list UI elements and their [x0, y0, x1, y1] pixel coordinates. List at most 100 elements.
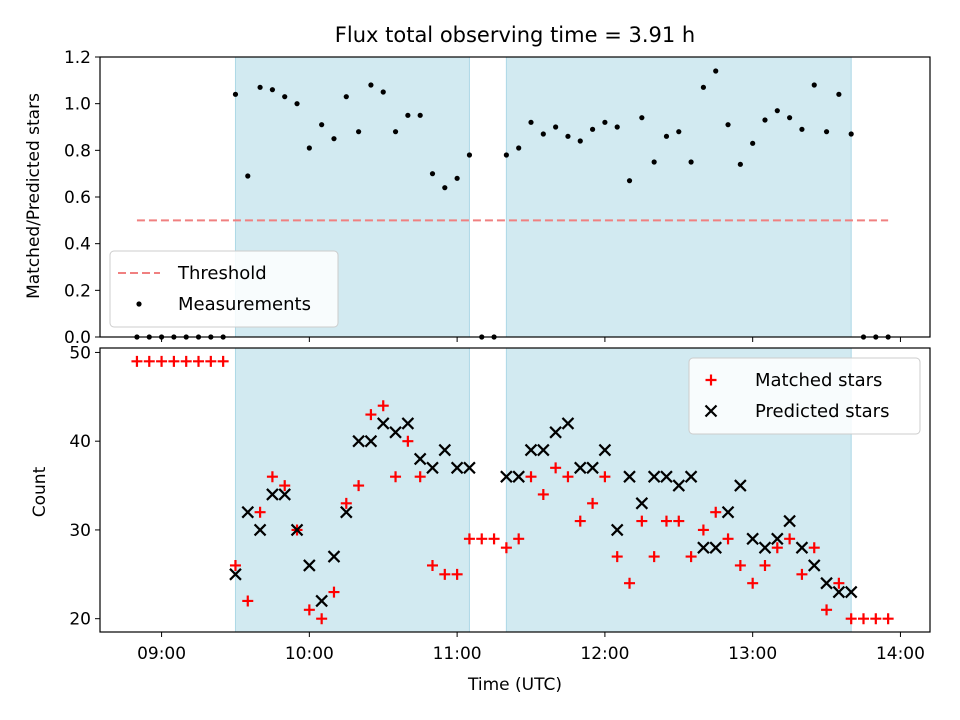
matched-star-point	[562, 471, 574, 483]
matched-star-point	[796, 568, 808, 580]
measurement-point	[823, 129, 830, 135]
measurement-point	[245, 173, 251, 179]
matched-star-point	[734, 559, 746, 571]
matched-star-point	[229, 559, 241, 571]
predicted-star-point	[783, 514, 796, 528]
predicted-star-point	[278, 488, 291, 501]
measurement-point	[750, 140, 756, 146]
x-tick-label: 09:00	[137, 644, 186, 664]
predicted-star-point	[709, 541, 723, 554]
matched-star-point	[303, 604, 315, 616]
matched-star-point	[463, 533, 475, 545]
measurement-point	[553, 124, 559, 130]
matched-star-point	[833, 577, 845, 589]
matched-star-point	[365, 409, 377, 421]
matched-star-point	[660, 515, 672, 527]
measurement-point	[787, 115, 793, 121]
predicted-star-point	[573, 461, 587, 475]
matched-star-point	[722, 533, 734, 545]
predicted-star-point	[635, 497, 649, 510]
top-plot: 0.0 0.2 0.4 0.6 0.8 1.0 1.2 Threshold Measuremen…	[64, 48, 931, 348]
measurement-point	[774, 108, 780, 114]
predicted-star-point	[721, 505, 735, 519]
bottom-plot: 20 30 40 50 09:00 10:00 11:00 12:00 13:00 14:00 Ma…	[69, 343, 931, 664]
matched-star-point	[156, 355, 168, 367]
matched-star-point	[858, 613, 870, 625]
measurement-point	[319, 122, 325, 128]
predicted-star-point	[413, 452, 427, 466]
matched-star-point	[821, 604, 833, 616]
predicted-star-point	[327, 550, 341, 563]
y-tick-label: 30	[69, 521, 91, 541]
matched-star-point	[488, 533, 500, 545]
matched-star-point	[747, 577, 759, 589]
y-tick-label: 1.2	[64, 48, 91, 68]
matched-star-point	[266, 471, 278, 483]
matched-star-point	[451, 568, 463, 580]
predicted-star-point	[684, 470, 698, 483]
measurement-point	[269, 87, 276, 93]
matched-star-point	[550, 462, 562, 474]
measurement-point	[737, 161, 743, 167]
measurement-point	[306, 145, 312, 151]
predicted-star-point	[832, 585, 846, 599]
predicted-star-point	[500, 470, 513, 483]
legend-box	[688, 357, 921, 435]
predicted-star-point	[229, 568, 242, 581]
predicted-star-point	[512, 470, 525, 483]
predicted-star-point	[660, 470, 673, 483]
measurement-point	[331, 136, 337, 142]
predicted-star-point	[746, 532, 759, 546]
matched-star-point	[710, 506, 722, 518]
predicted-star-point	[549, 426, 562, 439]
predicted-star-point	[807, 559, 821, 572]
y-tick-label: 50	[69, 343, 91, 363]
predicted-star-point	[537, 443, 550, 457]
bottom-x-axis-label: Time (UTC)	[467, 675, 562, 695]
legend-label: Threshold	[177, 263, 267, 284]
y-tick-label: 20	[69, 610, 91, 630]
matched-star-point	[180, 355, 192, 367]
measurement-point	[528, 119, 534, 125]
matched-star-point	[217, 355, 229, 367]
matched-star-point	[624, 577, 636, 589]
matched-star-point	[648, 551, 660, 563]
axes-frame	[99, 347, 931, 633]
predicted-star-point	[586, 461, 599, 475]
y-tick-label: 0.6	[64, 188, 91, 208]
x-tick-label: 12:00	[580, 644, 629, 664]
measurement-point	[380, 89, 386, 95]
legend-predicted-swatch	[704, 404, 718, 418]
matched-star-point	[402, 435, 414, 447]
matched-star-point	[771, 542, 783, 554]
measurement-point	[282, 94, 288, 100]
top-chart-title: Flux total observing time = 3.91 h	[335, 23, 695, 47]
predicted-star-point	[266, 488, 279, 501]
matched-star-point	[525, 471, 537, 483]
matched-star-point	[673, 515, 685, 527]
measurement-point	[577, 138, 583, 144]
predicted-star-point	[844, 585, 858, 599]
matched-star-point	[377, 400, 389, 412]
matched-star-point	[599, 471, 611, 483]
y-tick-label: 0.4	[64, 235, 91, 255]
matched-star-point	[439, 568, 451, 580]
measurement-point	[676, 129, 682, 135]
matched-star-point	[574, 515, 586, 527]
matched-star-point	[193, 355, 205, 367]
matched-star-point	[697, 524, 709, 536]
predicted-star-point	[315, 594, 328, 608]
observing-interval-band	[234, 347, 470, 633]
matched-star-point	[500, 542, 512, 554]
axes-frame	[99, 56, 931, 338]
predicted-star-point	[647, 470, 661, 483]
predicted-star-point	[734, 479, 747, 492]
measurement-point	[442, 185, 448, 191]
matched-star-point	[340, 497, 352, 509]
matched-star-point	[611, 551, 623, 563]
matched-star-point	[279, 480, 291, 492]
measurement-point	[405, 112, 411, 118]
matched-star-point	[131, 355, 143, 367]
matched-star-point	[168, 355, 180, 367]
matched-star-point	[328, 586, 340, 598]
